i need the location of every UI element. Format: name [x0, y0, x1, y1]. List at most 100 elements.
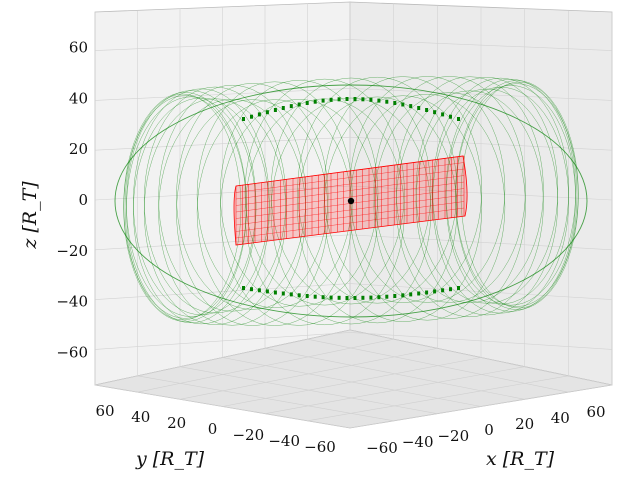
torus-ring	[432, 77, 569, 305]
torus-ring	[244, 78, 405, 306]
torus-dense-bottom	[369, 295, 373, 300]
torus-ring	[176, 99, 329, 326]
z-tick-label: 20	[69, 140, 88, 158]
torus-dense-top	[409, 104, 413, 109]
y-tick-label: 0	[208, 420, 218, 438]
grid-line	[349, 384, 613, 429]
torus-outline	[114, 84, 588, 318]
torus-ring	[126, 90, 257, 317]
cylinder-line	[235, 155, 465, 187]
torus-ring	[124, 93, 242, 321]
torus-dense-bottom	[250, 287, 253, 292]
x-tick-label: −20	[437, 427, 469, 445]
torus-dense-bottom	[457, 286, 460, 290]
cylinder-line	[235, 194, 465, 226]
z-tick-label: 0	[78, 191, 88, 209]
torus-dense-top	[265, 110, 269, 115]
torus-dense-top	[361, 97, 365, 102]
torus-dense-top	[385, 99, 389, 104]
torus-ring	[123, 92, 247, 319]
torus-dense-bottom	[257, 288, 261, 293]
torus-dense-top	[289, 104, 293, 109]
grid-line	[349, 329, 613, 386]
torus-dense-top	[377, 98, 381, 103]
torus-dense-top	[401, 102, 405, 107]
cylinder-line	[235, 181, 465, 213]
torus-dense-top	[250, 114, 253, 119]
x-axis-label: x [R_T]	[486, 448, 555, 470]
torus-dense-top	[273, 108, 277, 112]
z-axis-label: z [R_T]	[19, 181, 41, 250]
torus-dense-bottom	[377, 295, 381, 300]
grid-line	[307, 338, 569, 393]
y-tick-label: 20	[167, 414, 186, 432]
torus-dense-bottom	[393, 294, 397, 298]
torus-dense-top	[242, 117, 245, 121]
torus-ring	[219, 99, 379, 326]
z-tick-label: −40	[56, 293, 88, 311]
torus-ring	[415, 88, 559, 316]
torus-ring	[323, 95, 483, 322]
torus-points-series	[114, 76, 588, 326]
torus-ring	[349, 76, 506, 303]
torus-ring	[270, 77, 432, 305]
torus-dense-bottom	[409, 292, 413, 297]
torus-dense-top	[433, 110, 437, 115]
torus-ring	[297, 96, 458, 324]
torus-dense-bottom	[273, 290, 277, 295]
torus-dense-top	[257, 112, 261, 117]
torus-ring	[196, 99, 353, 326]
torus-ring	[373, 92, 526, 319]
torus-dense-top	[441, 112, 445, 117]
torus-dense-bottom	[297, 293, 301, 298]
x-tick-label: −40	[402, 433, 434, 451]
torus-dense-bottom	[281, 291, 285, 296]
torus-ring	[244, 98, 405, 326]
torus-dense-top	[417, 106, 421, 110]
torus-dense-bottom	[441, 288, 445, 293]
torus-dense-bottom	[305, 294, 309, 298]
cylinder-line	[235, 168, 465, 200]
x-tick-label: 20	[515, 415, 534, 433]
cylinder-line	[235, 201, 465, 232]
torus-dense-bottom	[433, 289, 437, 294]
torus-dense-bottom	[289, 292, 293, 297]
torus-dense-top	[457, 117, 460, 121]
torus-ring	[415, 77, 559, 304]
torus-dense-top	[313, 99, 317, 104]
torus-ring	[349, 93, 506, 321]
torus-dense-bottom	[265, 289, 269, 294]
torus-dense-bottom	[329, 295, 333, 300]
torus-dense-bottom	[385, 294, 389, 299]
torus-dense-top	[393, 101, 397, 105]
torus-dense-top	[281, 106, 285, 110]
y-axis-label: y [R_T]	[135, 448, 205, 470]
z-tick-label: −20	[56, 242, 88, 260]
torus-dense-top	[337, 97, 341, 102]
z-tick-label: 40	[69, 89, 88, 107]
cylinder-line	[235, 162, 465, 193]
torus-dense-top	[353, 97, 357, 101]
y-tick-label: −20	[232, 426, 264, 444]
z-axis-label-text: z [R_T]	[19, 181, 41, 250]
torus-dense-bottom	[242, 286, 245, 290]
central-body-point	[347, 197, 355, 205]
torus-dense-top	[425, 108, 429, 112]
y-tick-label: −40	[268, 432, 300, 450]
torus-dense-top	[369, 97, 373, 102]
torus-dense-top	[449, 114, 452, 119]
torus-dense-bottom	[353, 296, 357, 300]
torus-dense-top	[345, 97, 349, 101]
torus-dense-bottom	[361, 295, 365, 300]
x-tick-label: 0	[484, 421, 494, 439]
z-tick-label: −60	[56, 343, 88, 361]
cylinder-line	[235, 207, 465, 239]
torus-ring	[133, 88, 270, 316]
torus-ring	[196, 81, 353, 309]
torus-dense-top	[321, 98, 325, 103]
torus-dense-bottom	[417, 291, 421, 296]
torus-dense-bottom	[321, 295, 325, 300]
torus-ring	[323, 76, 483, 303]
